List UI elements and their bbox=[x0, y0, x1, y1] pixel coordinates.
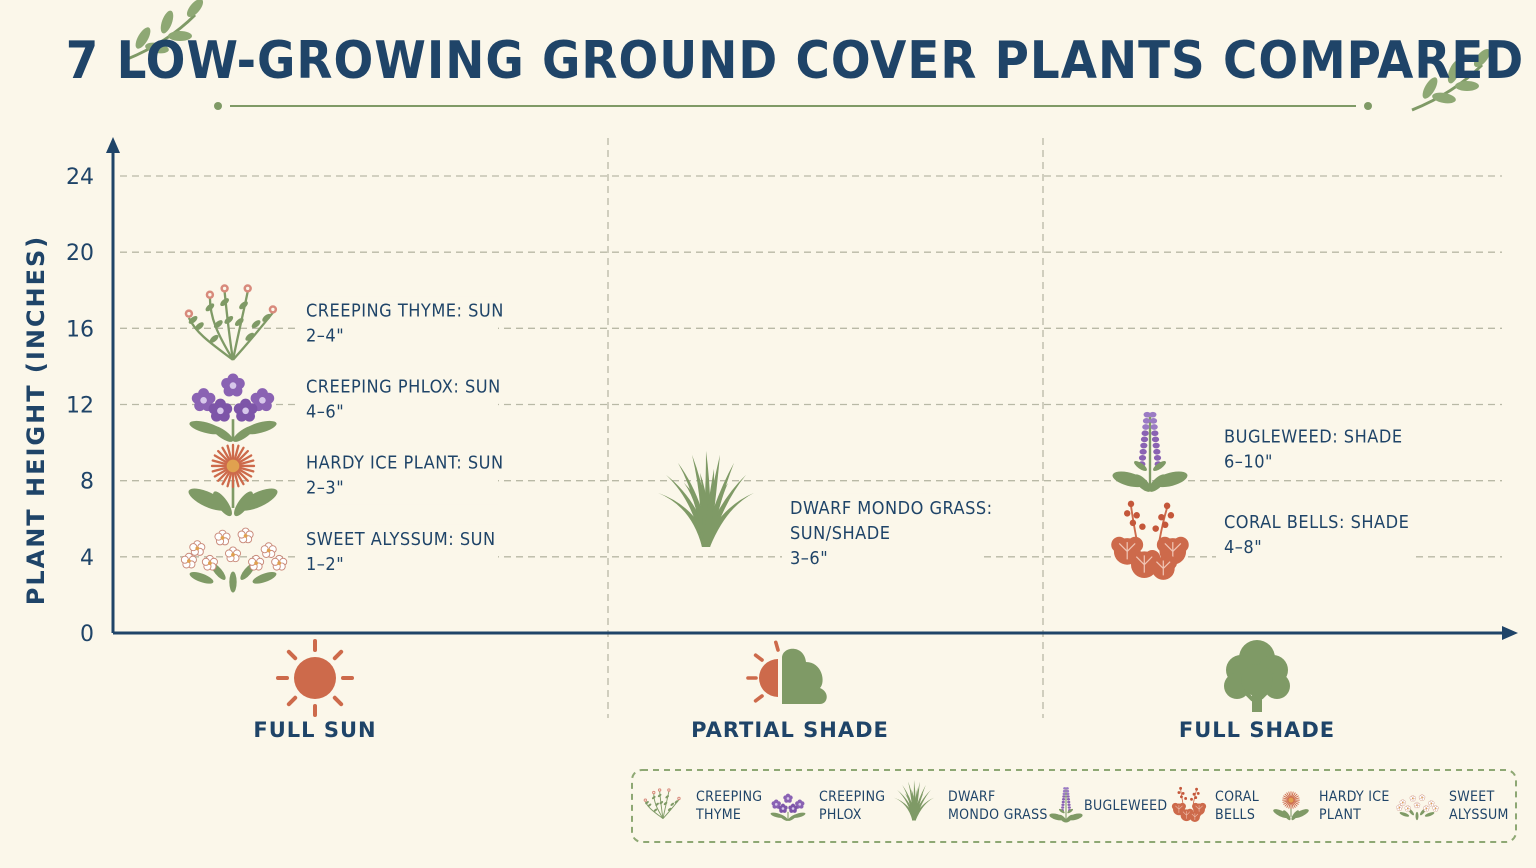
legend-item-alyssum: SWEET ALYSSUM bbox=[1396, 789, 1508, 823]
data-point-iceplant: HARDY ICE PLANT: SUN 2–3" bbox=[188, 443, 504, 517]
legend-item-coral: CORAL BELLS bbox=[1171, 786, 1259, 823]
point-label-alyssum-2: 1–2" bbox=[306, 554, 344, 575]
point-label-alyssum-1: SWEET ALYSSUM: SUN bbox=[306, 529, 496, 550]
y-tick-label: 24 bbox=[66, 165, 94, 190]
data-point-coral: CORAL BELLS: SHADE 4–8" bbox=[1111, 500, 1416, 580]
creeping-thyme-icon bbox=[643, 788, 681, 819]
category-label-shade: FULL SHADE bbox=[1179, 718, 1335, 742]
data-point-alyssum: SWEET ALYSSUM: SUN 1–2" bbox=[180, 524, 498, 593]
hardy-ice-plant-icon bbox=[188, 443, 278, 517]
axes bbox=[106, 137, 1518, 640]
point-label-mondo-3: 3–6" bbox=[790, 548, 828, 569]
y-axis-arrow bbox=[106, 137, 120, 153]
legend-label-mondo-2: MONDO GRASS bbox=[948, 807, 1048, 823]
point-label-mondo-2: SUN/SHADE bbox=[790, 523, 890, 544]
data-point-phlox: CREEPING PHLOX: SUN 4–6" bbox=[189, 372, 501, 442]
bugleweed-icon bbox=[1049, 787, 1083, 823]
legend-label-coral-2: BELLS bbox=[1215, 807, 1255, 823]
coral-bells-icon bbox=[1171, 786, 1207, 822]
point-label-mondo-1: DWARF MONDO GRASS: bbox=[790, 498, 993, 519]
legend-label-bugleweed-1: BUGLEWEED bbox=[1084, 798, 1167, 814]
legend-label-mondo-1: DWARF bbox=[948, 789, 996, 805]
legend-label-thyme-2: THYME bbox=[695, 807, 741, 823]
sweet-alyssum-icon bbox=[1396, 794, 1439, 821]
chart-title: 7 LOW-GROWING GROUND COVER PLANTS COMPAR… bbox=[66, 31, 1524, 91]
point-label-coral-1: CORAL BELLS: SHADE bbox=[1224, 512, 1409, 533]
legend-label-phlox-1: CREEPING bbox=[819, 789, 885, 805]
point-label-thyme-1: CREEPING THYME: SUN bbox=[306, 300, 504, 321]
dwarf-mondo-grass-icon bbox=[658, 450, 754, 547]
category-dividers bbox=[607, 138, 1044, 718]
legend-box bbox=[631, 769, 1517, 843]
data-point-bugleweed: BUGLEWEED: SHADE 6–10" bbox=[1112, 411, 1416, 492]
category-label-partial: PARTIAL SHADE bbox=[691, 718, 889, 742]
legend-label-iceplant-1: HARDY ICE bbox=[1319, 789, 1390, 805]
legend-label-phlox-2: PHLOX bbox=[819, 807, 862, 823]
dwarf-mondo-grass-icon bbox=[893, 779, 935, 821]
bugleweed-icon bbox=[1112, 411, 1188, 492]
title-decoration bbox=[123, 0, 1495, 112]
legend-label-alyssum-1: SWEET bbox=[1449, 789, 1495, 805]
point-label-phlox-1: CREEPING PHLOX: SUN bbox=[306, 377, 501, 398]
point-label-phlox-2: 4–6" bbox=[306, 402, 344, 423]
legend-label-iceplant-2: PLANT bbox=[1319, 807, 1361, 823]
legend: CREEPING THYME CREEPING PHLOX DWARF MONDO GRA… bbox=[643, 779, 1508, 823]
data-points: CREEPING THYME: SUN 2–4" CREEPING PHLOX: S… bbox=[180, 284, 1416, 593]
sun-icon bbox=[276, 639, 354, 717]
y-tick-label: 8 bbox=[80, 470, 94, 495]
legend-item-iceplant: HARDY ICE PLANT bbox=[1273, 789, 1390, 823]
sweet-alyssum-icon bbox=[180, 527, 288, 593]
y-tick-label: 12 bbox=[66, 394, 94, 419]
data-point-mondo: DWARF MONDO GRASS: SUN/SHADE 3–6" bbox=[658, 450, 993, 575]
creeping-phlox-icon bbox=[189, 373, 277, 442]
legend-item-phlox: CREEPING PHLOX bbox=[770, 789, 885, 823]
legend-item-mondo: DWARF MONDO GRASS bbox=[893, 779, 1048, 823]
y-tick-label: 16 bbox=[66, 317, 94, 342]
legend-item-thyme: CREEPING THYME bbox=[643, 788, 762, 823]
y-tick-label: 4 bbox=[80, 546, 94, 571]
creeping-thyme-icon bbox=[184, 284, 278, 361]
legend-label-alyssum-2: ALYSSUM bbox=[1449, 807, 1509, 823]
point-label-iceplant-2: 2–3" bbox=[306, 478, 344, 499]
partial-shade-icon bbox=[746, 640, 827, 704]
x-axis-arrow bbox=[1502, 626, 1518, 640]
category-label-sun: FULL SUN bbox=[253, 718, 376, 742]
y-ticks: 0 4 8 12 16 20 24 bbox=[66, 165, 94, 647]
y-tick-label: 20 bbox=[66, 241, 94, 266]
coral-bells-icon bbox=[1111, 500, 1189, 580]
tree-icon bbox=[1224, 640, 1290, 712]
legend-label-coral-1: CORAL bbox=[1215, 789, 1259, 805]
y-tick-label: 0 bbox=[80, 622, 94, 647]
creeping-phlox-icon bbox=[770, 793, 806, 821]
legend-label-thyme-1: CREEPING bbox=[696, 789, 762, 805]
data-point-thyme: CREEPING THYME: SUN 2–4" bbox=[184, 284, 504, 361]
y-axis-label: PLANT HEIGHT (INCHES) bbox=[22, 235, 50, 606]
point-label-thyme-2: 2–4" bbox=[306, 325, 344, 346]
point-label-bugleweed-2: 6–10" bbox=[1224, 452, 1273, 473]
point-label-iceplant-1: HARDY ICE PLANT: SUN bbox=[306, 453, 504, 474]
point-label-coral-2: 4–8" bbox=[1224, 537, 1262, 558]
hardy-ice-plant-icon bbox=[1273, 791, 1309, 821]
x-categories: FULL SUN PARTIAL SHADE FULL SHADE bbox=[253, 639, 1335, 742]
legend-item-bugleweed: BUGLEWEED bbox=[1049, 787, 1167, 823]
point-label-bugleweed-1: BUGLEWEED: SHADE bbox=[1224, 427, 1403, 448]
